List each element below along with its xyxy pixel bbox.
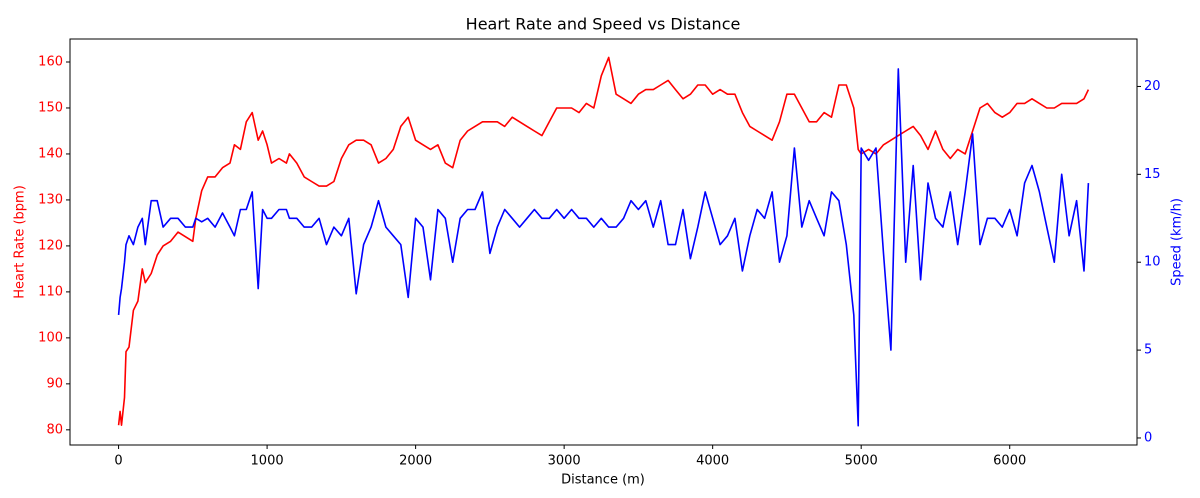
y-tick-label: 100	[38, 330, 63, 345]
x-tick-label: 5000	[845, 454, 878, 469]
y2-tick-label: 0	[1144, 430, 1152, 445]
x-axis-label: Distance (m)	[561, 473, 645, 488]
series-line	[117, 56, 1090, 426]
series-line	[117, 68, 1090, 427]
y-tick-label: 90	[46, 376, 63, 391]
y-axis-label: Heart Rate (bpm)	[13, 185, 28, 299]
x-tick-label: 0	[114, 454, 122, 469]
chart-title: Heart Rate and Speed vs Distance	[466, 15, 741, 34]
x-tick-label: 3000	[548, 454, 581, 469]
y-tick-label: 160	[38, 54, 63, 69]
y2-tick-label: 15	[1144, 167, 1161, 182]
x-tick-label: 6000	[993, 454, 1026, 469]
y2-tick-label: 5	[1144, 343, 1152, 358]
y2-tick-label: 20	[1144, 79, 1161, 94]
y-tick-label: 140	[38, 146, 63, 161]
y-tick-label: 80	[46, 422, 63, 437]
y-tick-label: 130	[38, 192, 63, 207]
x-tick-label: 1000	[251, 454, 284, 469]
y-tick-label: 150	[38, 100, 63, 115]
y2-axis-label: Speed (km/h)	[1170, 198, 1185, 286]
y2-tick-label: 10	[1144, 255, 1161, 270]
y-tick-label: 120	[38, 238, 63, 253]
x-tick-label: 2000	[399, 454, 432, 469]
x-tick-label: 4000	[696, 454, 729, 469]
plot-frame	[69, 38, 1138, 446]
y-tick-label: 110	[38, 284, 63, 299]
